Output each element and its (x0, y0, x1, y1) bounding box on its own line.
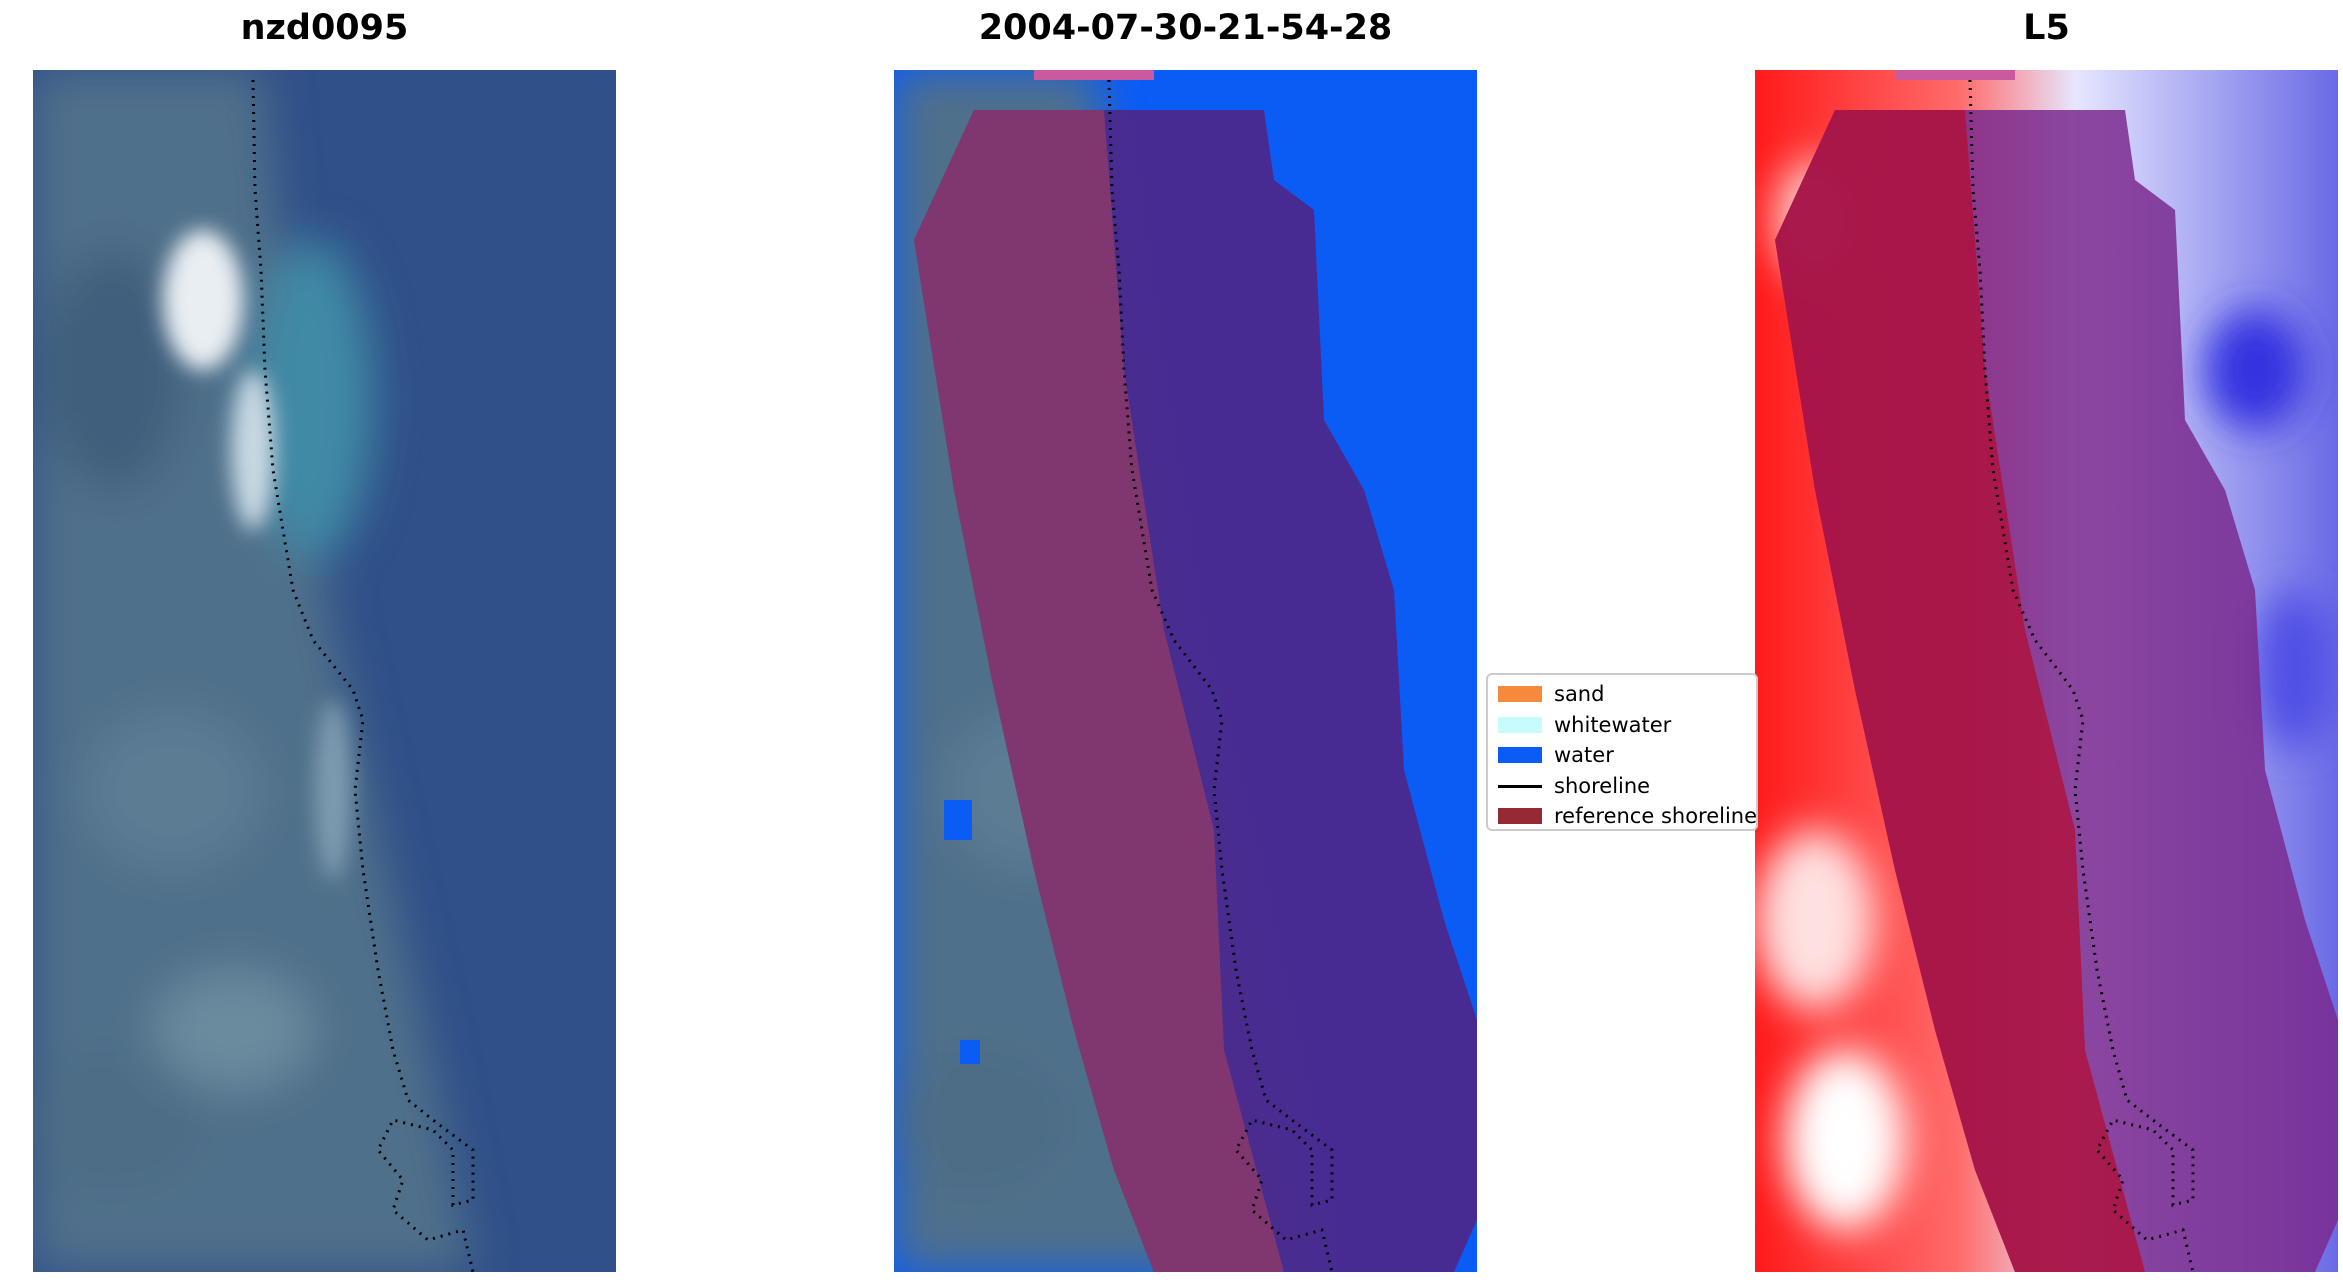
legend-label-reference-shoreline: reference shoreline (1554, 804, 1758, 829)
legend-item-whitewater: whitewater (1488, 710, 1756, 741)
legend-label-water: water (1554, 743, 1614, 768)
panel-title-site: nzd0095 (240, 8, 409, 48)
detected-shoreline (1107, 79, 1334, 1272)
panel-title-date: 2004-07-30-21-54-28 (978, 8, 1393, 48)
legend-label-shoreline: shoreline (1554, 773, 1651, 798)
reference-shoreline-segment (1034, 70, 1154, 80)
whitewater-swatch (1498, 716, 1542, 733)
shoreline-line-swatch (1498, 784, 1542, 788)
reference-shoreline-segment (1895, 70, 2015, 80)
legend-item-shoreline: shoreline (1488, 771, 1756, 802)
water-swatch (1498, 747, 1542, 763)
legend-item-sand: sand (1488, 679, 1756, 710)
legend: sand whitewater water shoreline referenc… (1486, 673, 1758, 831)
panel-title-satellite: L5 (2023, 8, 2070, 48)
sand-swatch (1498, 686, 1542, 702)
legend-label-whitewater: whitewater (1554, 712, 1672, 737)
reference-shoreline-swatch (1498, 808, 1542, 824)
rgb-image-panel (33, 70, 616, 1272)
legend-item-reference-shoreline: reference shoreline (1488, 801, 1758, 832)
probability-image-panel (1755, 70, 2338, 1272)
classified-image (894, 70, 1477, 1272)
legend-label-sand: sand (1554, 682, 1605, 707)
detected-shoreline (1968, 79, 2195, 1272)
legend-item-water: water (1488, 740, 1756, 771)
probability-image (1755, 70, 2338, 1272)
detected-shoreline (251, 79, 475, 1272)
classified-image-panel (894, 70, 1477, 1272)
rgb-image (33, 70, 616, 1272)
